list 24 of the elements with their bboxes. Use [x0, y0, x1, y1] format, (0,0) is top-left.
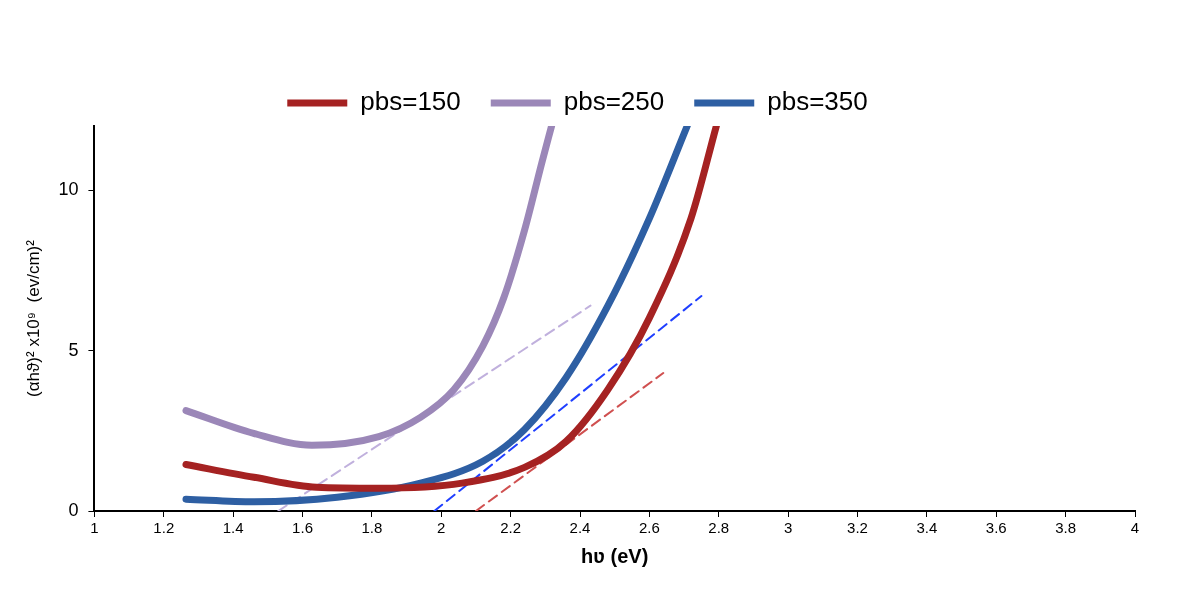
- legend-label: pbs=250: [563, 86, 665, 117]
- legend-label: pbs=350: [767, 86, 868, 117]
- y-tick-label: 10: [58, 179, 79, 200]
- legend-label: pbs=150: [360, 86, 461, 117]
- x-tick-label: 3.6: [985, 519, 1007, 537]
- x-tick-label: 1: [90, 519, 99, 537]
- y-tick-label: 0: [68, 499, 79, 520]
- x-tick-label: 3.2: [847, 519, 868, 537]
- y-tick-label: 5: [68, 339, 79, 360]
- x-tick-label: 3.4: [916, 519, 938, 537]
- x-tick-label: 1.8: [361, 519, 383, 537]
- x-tick-label: 3: [783, 519, 793, 537]
- x-tick-label: 2.8: [708, 519, 730, 537]
- x-tick-label: 2.6: [638, 519, 660, 537]
- x-tick-label: 4: [1130, 519, 1140, 537]
- x-tick-label: 1.2: [153, 519, 175, 537]
- x-axis-title: hʋ (eV): [581, 544, 649, 567]
- x-tick-label: 1.6: [292, 519, 313, 537]
- x-tick-label: 2: [437, 519, 446, 537]
- x-tick-label: 1.4: [222, 519, 244, 537]
- x-tick-label: 2.4: [569, 519, 591, 537]
- y-axis-title: (αhϑ)² x10⁹ (ev/cm)²: [23, 239, 43, 397]
- x-tick-label: 3.8: [1055, 519, 1077, 537]
- x-tick-label: 2.2: [500, 519, 522, 537]
